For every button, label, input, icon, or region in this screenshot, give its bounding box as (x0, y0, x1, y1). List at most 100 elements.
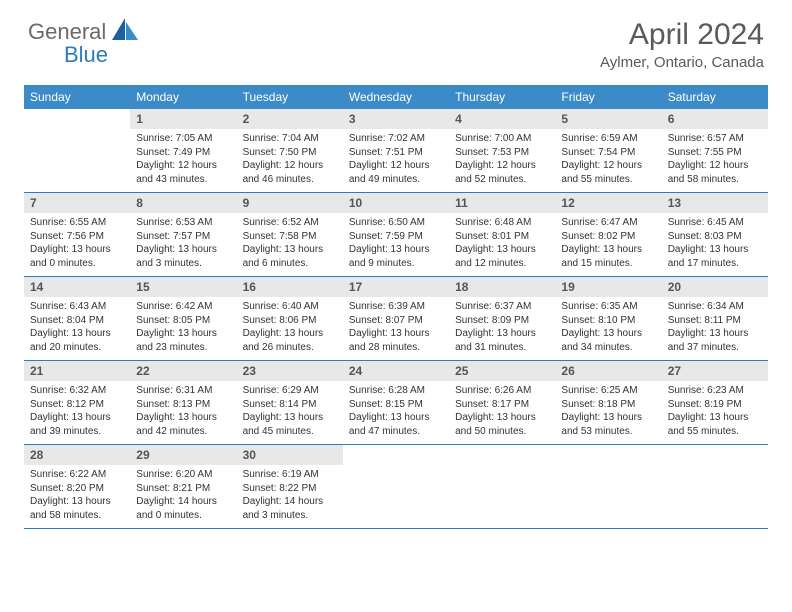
location-text: Aylmer, Ontario, Canada (600, 54, 764, 71)
calendar-day-cell: 16Sunrise: 6:40 AMSunset: 8:06 PMDayligh… (237, 277, 343, 360)
day-number: 19 (555, 277, 661, 297)
calendar-day-cell: 8Sunrise: 6:53 AMSunset: 7:57 PMDaylight… (130, 193, 236, 276)
calendar-day-cell: 9Sunrise: 6:52 AMSunset: 7:58 PMDaylight… (237, 193, 343, 276)
month-title: April 2024 (600, 18, 764, 52)
calendar-day-cell: . (24, 109, 130, 192)
day-details: Sunrise: 6:34 AMSunset: 8:11 PMDaylight:… (662, 297, 768, 360)
day-details: Sunrise: 6:26 AMSunset: 8:17 PMDaylight:… (449, 381, 555, 444)
calendar-header-cell: Sunday (24, 85, 130, 109)
calendar-day-cell: 21Sunrise: 6:32 AMSunset: 8:12 PMDayligh… (24, 361, 130, 444)
calendar-day-cell: 26Sunrise: 6:25 AMSunset: 8:18 PMDayligh… (555, 361, 661, 444)
title-block: April 2024 Aylmer, Ontario, Canada (600, 18, 764, 71)
calendar-day-cell: 23Sunrise: 6:29 AMSunset: 8:14 PMDayligh… (237, 361, 343, 444)
day-details: Sunrise: 7:00 AMSunset: 7:53 PMDaylight:… (449, 129, 555, 192)
calendar-week-row: .1Sunrise: 7:05 AMSunset: 7:49 PMDayligh… (24, 109, 768, 193)
day-number: 26 (555, 361, 661, 381)
day-number: 6 (662, 109, 768, 129)
day-number: 29 (130, 445, 236, 465)
calendar-day-cell: 30Sunrise: 6:19 AMSunset: 8:22 PMDayligh… (237, 445, 343, 528)
day-number: 17 (343, 277, 449, 297)
calendar-day-cell: 5Sunrise: 6:59 AMSunset: 7:54 PMDaylight… (555, 109, 661, 192)
day-details: Sunrise: 6:40 AMSunset: 8:06 PMDaylight:… (237, 297, 343, 360)
page-header: General Blue April 2024 Aylmer, Ontario,… (0, 0, 792, 79)
logo: General Blue (28, 18, 140, 45)
calendar-day-cell: 11Sunrise: 6:48 AMSunset: 8:01 PMDayligh… (449, 193, 555, 276)
calendar-header-cell: Monday (130, 85, 236, 109)
calendar-day-cell: 10Sunrise: 6:50 AMSunset: 7:59 PMDayligh… (343, 193, 449, 276)
day-number: 13 (662, 193, 768, 213)
day-details: Sunrise: 6:31 AMSunset: 8:13 PMDaylight:… (130, 381, 236, 444)
day-number: 18 (449, 277, 555, 297)
day-number: 30 (237, 445, 343, 465)
day-number: 27 (662, 361, 768, 381)
day-details: Sunrise: 6:57 AMSunset: 7:55 PMDaylight:… (662, 129, 768, 192)
day-details: Sunrise: 6:22 AMSunset: 8:20 PMDaylight:… (24, 465, 130, 528)
calendar-week-row: 28Sunrise: 6:22 AMSunset: 8:20 PMDayligh… (24, 445, 768, 529)
day-details: Sunrise: 6:53 AMSunset: 7:57 PMDaylight:… (130, 213, 236, 276)
calendar-week-row: 14Sunrise: 6:43 AMSunset: 8:04 PMDayligh… (24, 277, 768, 361)
day-number: 24 (343, 361, 449, 381)
day-number: 10 (343, 193, 449, 213)
day-details: Sunrise: 7:05 AMSunset: 7:49 PMDaylight:… (130, 129, 236, 192)
calendar-header-row: SundayMondayTuesdayWednesdayThursdayFrid… (24, 85, 768, 109)
calendar-day-cell: 18Sunrise: 6:37 AMSunset: 8:09 PMDayligh… (449, 277, 555, 360)
day-number: 1 (130, 109, 236, 129)
day-details: Sunrise: 6:50 AMSunset: 7:59 PMDaylight:… (343, 213, 449, 276)
day-details: Sunrise: 6:28 AMSunset: 8:15 PMDaylight:… (343, 381, 449, 444)
day-number: 5 (555, 109, 661, 129)
day-number: 21 (24, 361, 130, 381)
day-details: Sunrise: 6:23 AMSunset: 8:19 PMDaylight:… (662, 381, 768, 444)
calendar-day-cell: 29Sunrise: 6:20 AMSunset: 8:21 PMDayligh… (130, 445, 236, 528)
calendar-day-cell: 2Sunrise: 7:04 AMSunset: 7:50 PMDaylight… (237, 109, 343, 192)
day-details: Sunrise: 6:47 AMSunset: 8:02 PMDaylight:… (555, 213, 661, 276)
day-details: Sunrise: 6:35 AMSunset: 8:10 PMDaylight:… (555, 297, 661, 360)
day-details: Sunrise: 7:04 AMSunset: 7:50 PMDaylight:… (237, 129, 343, 192)
logo-text-general: General (28, 19, 106, 45)
calendar-day-cell: . (555, 445, 661, 528)
calendar-day-cell: . (662, 445, 768, 528)
day-number: 3 (343, 109, 449, 129)
calendar-day-cell: 7Sunrise: 6:55 AMSunset: 7:56 PMDaylight… (24, 193, 130, 276)
day-details: Sunrise: 6:20 AMSunset: 8:21 PMDaylight:… (130, 465, 236, 528)
calendar-day-cell: 1Sunrise: 7:05 AMSunset: 7:49 PMDaylight… (130, 109, 236, 192)
calendar-day-cell: 28Sunrise: 6:22 AMSunset: 8:20 PMDayligh… (24, 445, 130, 528)
day-details: Sunrise: 6:55 AMSunset: 7:56 PMDaylight:… (24, 213, 130, 276)
day-number: 22 (130, 361, 236, 381)
day-number: 20 (662, 277, 768, 297)
day-details: Sunrise: 6:19 AMSunset: 8:22 PMDaylight:… (237, 465, 343, 528)
calendar-day-cell: 19Sunrise: 6:35 AMSunset: 8:10 PMDayligh… (555, 277, 661, 360)
day-details: Sunrise: 6:52 AMSunset: 7:58 PMDaylight:… (237, 213, 343, 276)
calendar-day-cell: . (449, 445, 555, 528)
calendar-day-cell: 4Sunrise: 7:00 AMSunset: 7:53 PMDaylight… (449, 109, 555, 192)
day-number: 8 (130, 193, 236, 213)
calendar-header-cell: Saturday (662, 85, 768, 109)
day-number: 16 (237, 277, 343, 297)
calendar-day-cell: 25Sunrise: 6:26 AMSunset: 8:17 PMDayligh… (449, 361, 555, 444)
calendar-day-cell: 15Sunrise: 6:42 AMSunset: 8:05 PMDayligh… (130, 277, 236, 360)
calendar-day-cell: 22Sunrise: 6:31 AMSunset: 8:13 PMDayligh… (130, 361, 236, 444)
day-details: Sunrise: 6:42 AMSunset: 8:05 PMDaylight:… (130, 297, 236, 360)
logo-sail-icon (112, 18, 138, 45)
calendar-day-cell: 13Sunrise: 6:45 AMSunset: 8:03 PMDayligh… (662, 193, 768, 276)
day-details: Sunrise: 6:39 AMSunset: 8:07 PMDaylight:… (343, 297, 449, 360)
day-details: Sunrise: 6:25 AMSunset: 8:18 PMDaylight:… (555, 381, 661, 444)
calendar-day-cell: . (343, 445, 449, 528)
calendar-week-row: 7Sunrise: 6:55 AMSunset: 7:56 PMDaylight… (24, 193, 768, 277)
calendar-day-cell: 6Sunrise: 6:57 AMSunset: 7:55 PMDaylight… (662, 109, 768, 192)
calendar-header-cell: Tuesday (237, 85, 343, 109)
calendar-header-cell: Friday (555, 85, 661, 109)
calendar-day-cell: 27Sunrise: 6:23 AMSunset: 8:19 PMDayligh… (662, 361, 768, 444)
calendar-day-cell: 17Sunrise: 6:39 AMSunset: 8:07 PMDayligh… (343, 277, 449, 360)
day-details: Sunrise: 6:37 AMSunset: 8:09 PMDaylight:… (449, 297, 555, 360)
logo-text-blue: Blue (64, 42, 108, 68)
calendar-day-cell: 3Sunrise: 7:02 AMSunset: 7:51 PMDaylight… (343, 109, 449, 192)
day-number: 14 (24, 277, 130, 297)
calendar-day-cell: 24Sunrise: 6:28 AMSunset: 8:15 PMDayligh… (343, 361, 449, 444)
calendar-week-row: 21Sunrise: 6:32 AMSunset: 8:12 PMDayligh… (24, 361, 768, 445)
day-details: Sunrise: 6:48 AMSunset: 8:01 PMDaylight:… (449, 213, 555, 276)
day-details: Sunrise: 6:29 AMSunset: 8:14 PMDaylight:… (237, 381, 343, 444)
day-number: 28 (24, 445, 130, 465)
day-number: 7 (24, 193, 130, 213)
calendar-day-cell: 20Sunrise: 6:34 AMSunset: 8:11 PMDayligh… (662, 277, 768, 360)
day-number: 12 (555, 193, 661, 213)
